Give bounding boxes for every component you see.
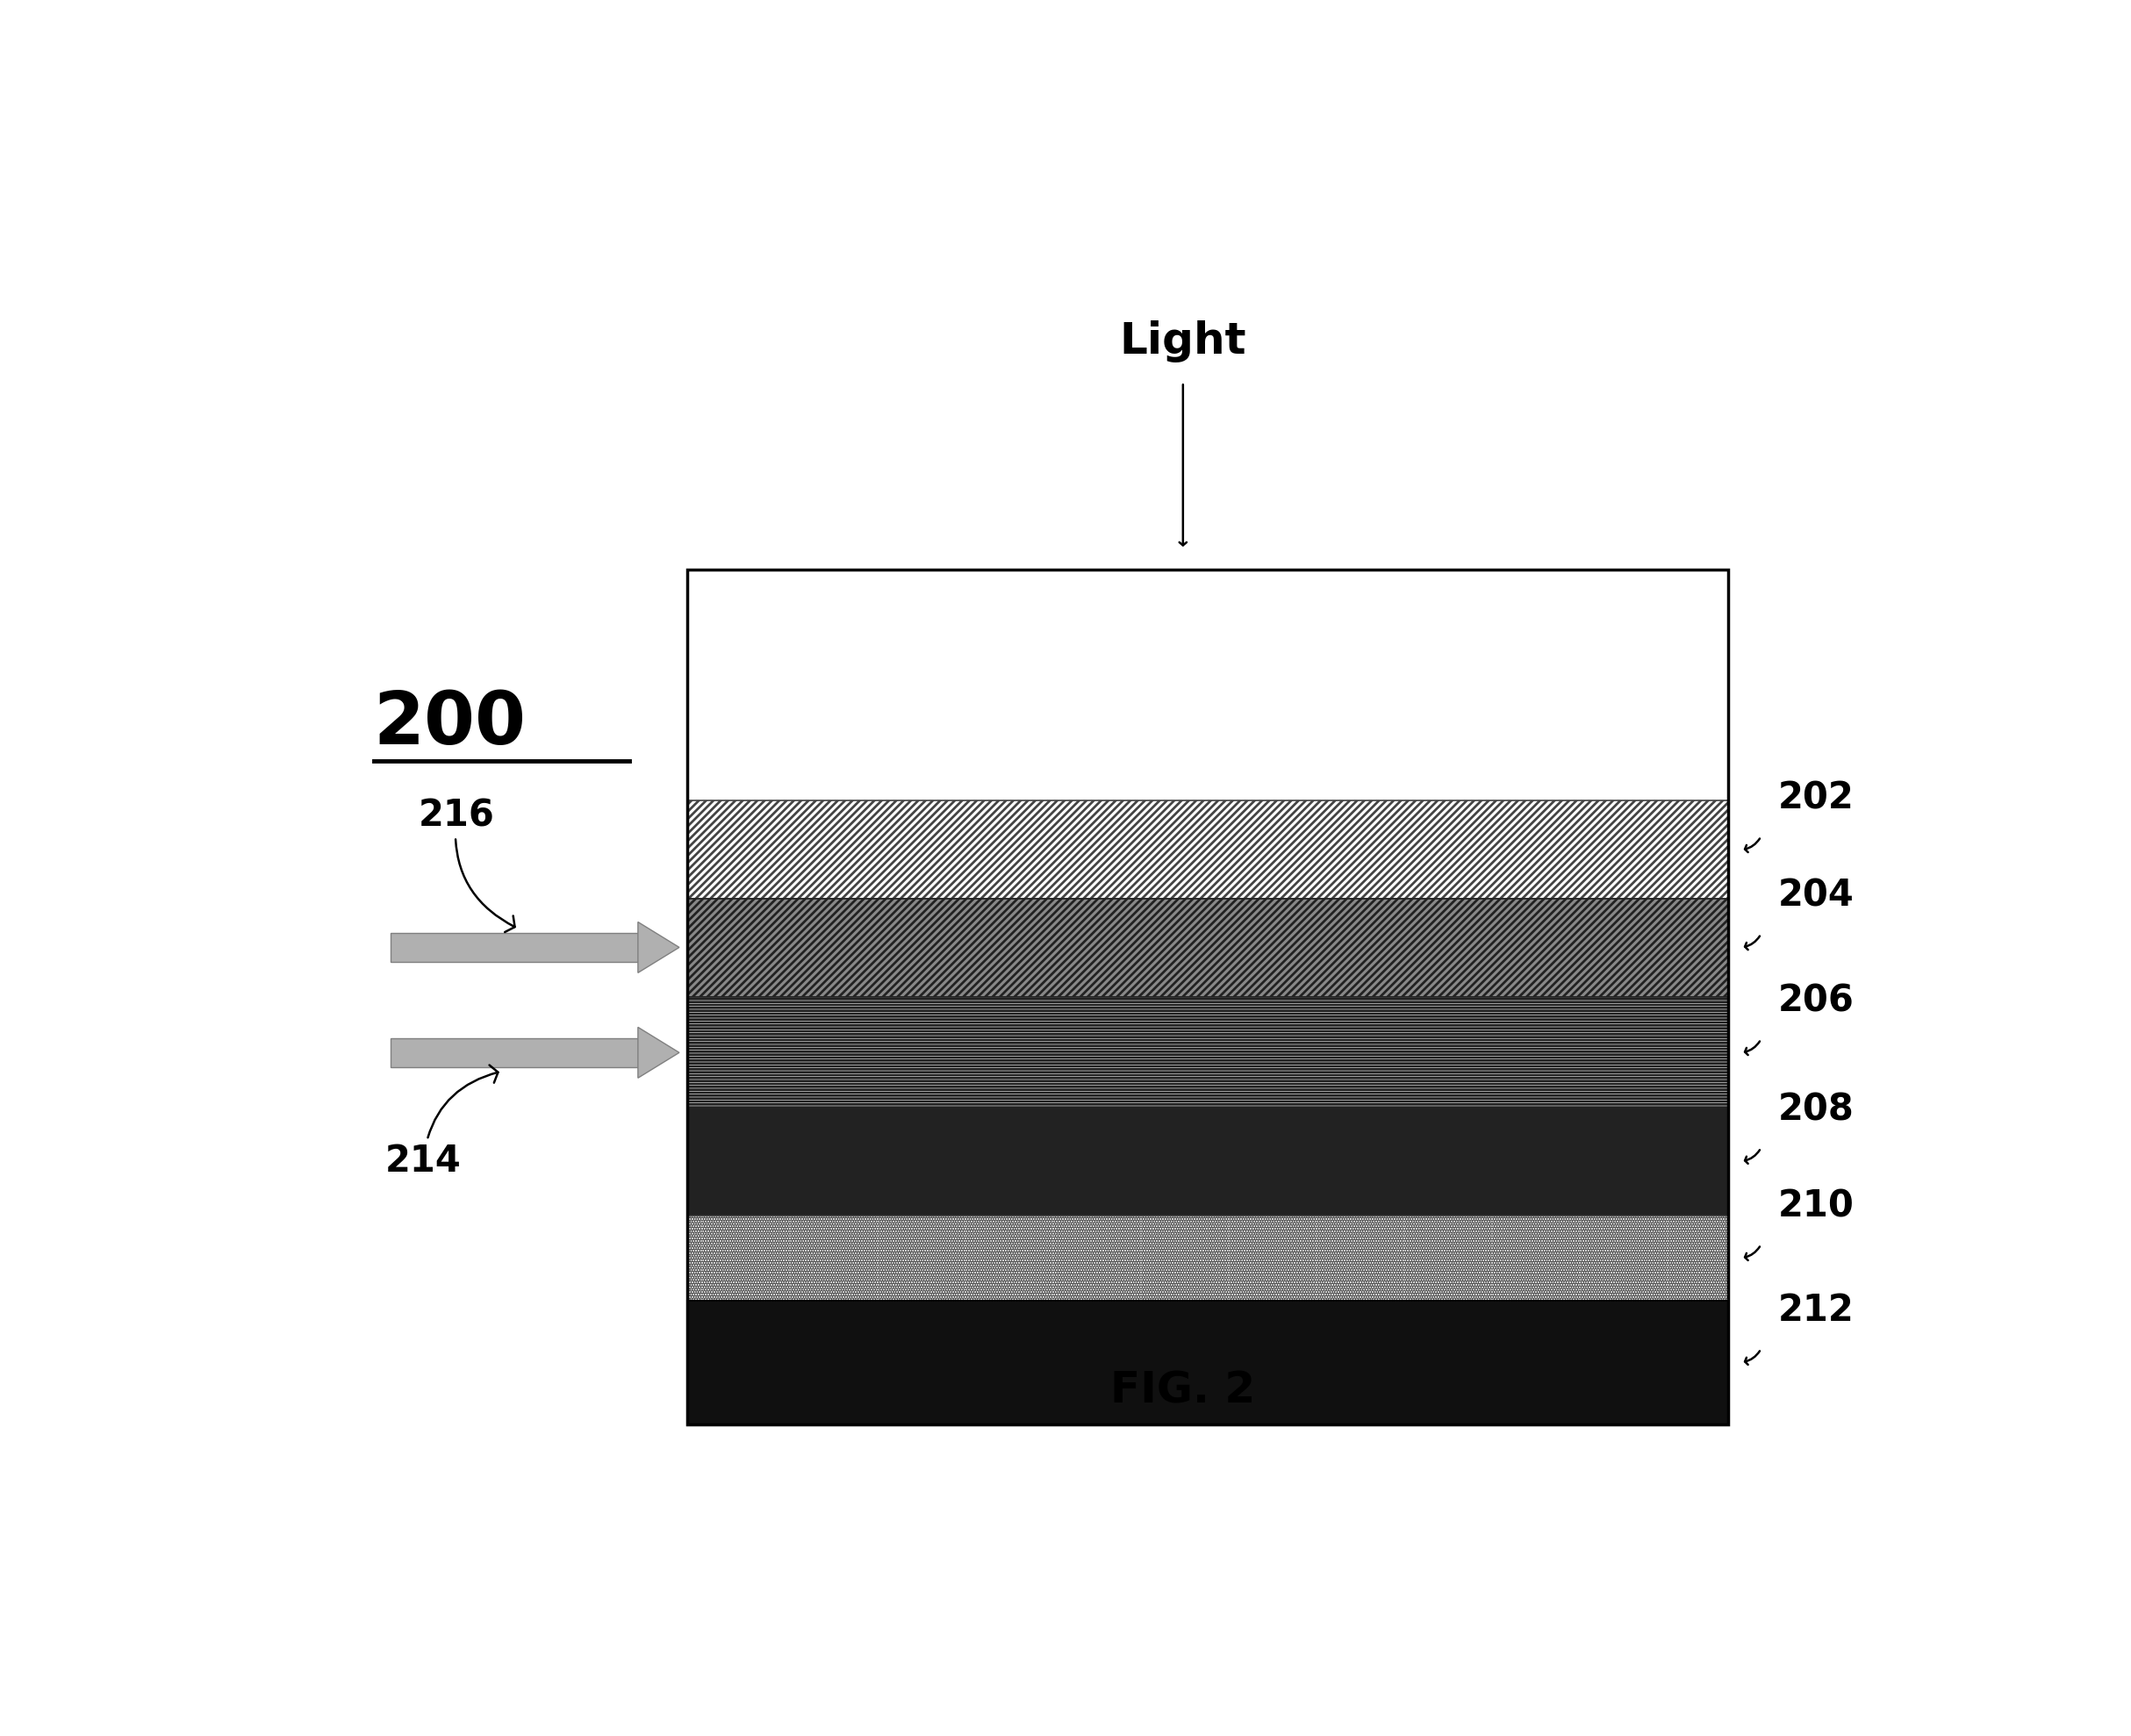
Text: 204: 204	[1777, 877, 1854, 913]
Bar	[688, 800, 1728, 899]
Bar	[390, 932, 637, 962]
Bar	[688, 569, 1728, 1425]
Bar	[688, 899, 1728, 996]
Text: 206: 206	[1777, 983, 1854, 1019]
Bar	[688, 1108, 1728, 1215]
Bar	[688, 1300, 1728, 1425]
Text: 200: 200	[373, 687, 526, 759]
Text: 210: 210	[1777, 1187, 1854, 1224]
Bar	[390, 1038, 637, 1068]
Text: 208: 208	[1777, 1090, 1854, 1128]
Text: FIG. 2: FIG. 2	[1110, 1370, 1255, 1411]
Bar	[688, 996, 1728, 1108]
Polygon shape	[637, 1028, 680, 1078]
Bar	[688, 1215, 1728, 1300]
Text: 212: 212	[1777, 1292, 1854, 1328]
Text: 214: 214	[386, 1066, 499, 1179]
Polygon shape	[637, 922, 680, 972]
Text: 216: 216	[418, 797, 516, 932]
Text: Light: Light	[1119, 319, 1247, 363]
Text: 202: 202	[1777, 779, 1854, 816]
